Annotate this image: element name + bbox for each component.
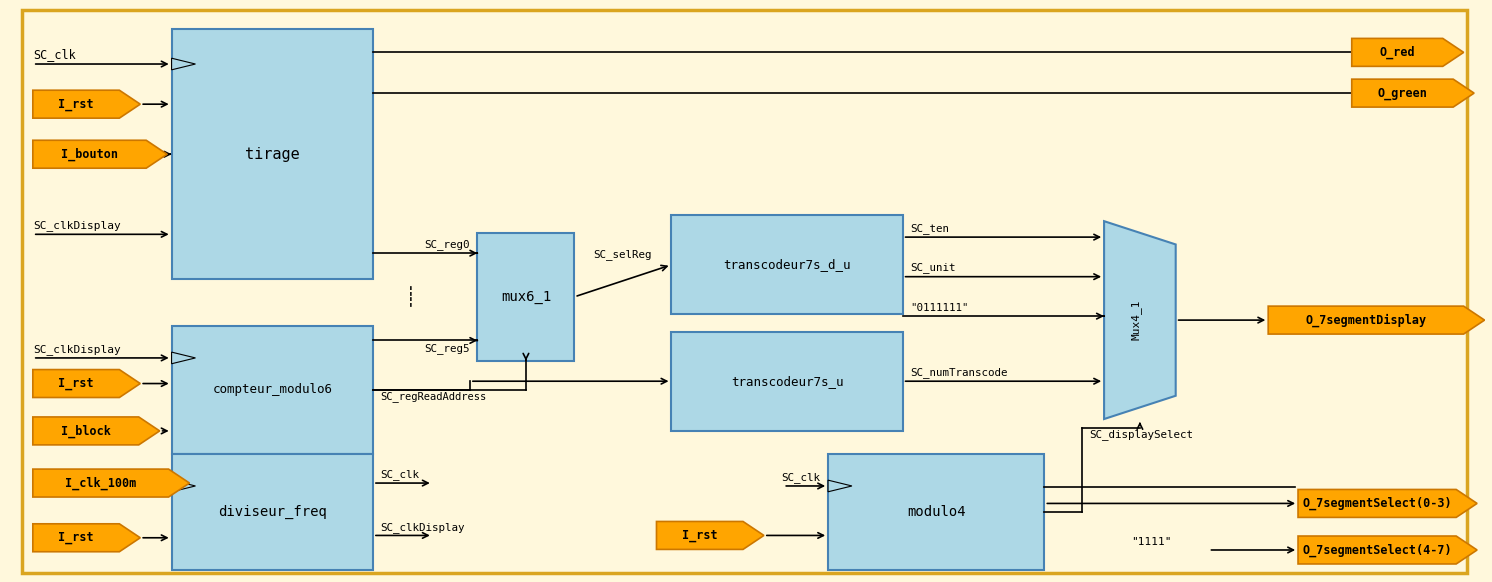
Polygon shape: [33, 370, 140, 398]
Polygon shape: [1352, 38, 1464, 66]
Text: SC_ten: SC_ten: [910, 223, 949, 233]
Text: ┊: ┊: [404, 286, 416, 307]
FancyBboxPatch shape: [172, 326, 373, 454]
Polygon shape: [172, 352, 195, 364]
Text: SC_reg0: SC_reg0: [425, 239, 470, 250]
Text: I_rst: I_rst: [682, 529, 718, 542]
Text: I_block: I_block: [61, 424, 110, 438]
Text: O_red: O_red: [1380, 46, 1414, 59]
Text: I_clk_100m: I_clk_100m: [66, 477, 136, 489]
Text: SC_selReg: SC_selReg: [594, 249, 652, 260]
Polygon shape: [33, 417, 160, 445]
Text: I_rst: I_rst: [58, 377, 94, 390]
Text: SC_clk: SC_clk: [782, 472, 821, 483]
Text: SC_displaySelect: SC_displaySelect: [1089, 430, 1194, 441]
Text: SC_clk: SC_clk: [33, 48, 76, 61]
FancyBboxPatch shape: [22, 10, 1467, 573]
Text: SC_clk: SC_clk: [380, 469, 419, 480]
Text: diviseur_freq: diviseur_freq: [218, 505, 327, 519]
Polygon shape: [33, 90, 140, 118]
Text: SC_clkDisplay: SC_clkDisplay: [380, 521, 466, 533]
Text: SC_reg5: SC_reg5: [425, 343, 470, 354]
Text: O_green: O_green: [1377, 87, 1428, 100]
Polygon shape: [828, 480, 852, 492]
FancyBboxPatch shape: [828, 454, 1044, 570]
Text: Mux4_1: Mux4_1: [1131, 300, 1141, 340]
Text: mux6_1: mux6_1: [501, 290, 551, 304]
Polygon shape: [1298, 536, 1477, 564]
Polygon shape: [33, 524, 140, 552]
Text: O_7segmentSelect(4-7): O_7segmentSelect(4-7): [1303, 544, 1452, 556]
Text: SC_unit: SC_unit: [910, 262, 955, 273]
Polygon shape: [172, 58, 195, 70]
Polygon shape: [1352, 79, 1474, 107]
FancyBboxPatch shape: [477, 233, 574, 361]
Polygon shape: [1298, 489, 1477, 517]
Text: "1111": "1111": [1131, 537, 1171, 547]
Text: SC_clkDisplay: SC_clkDisplay: [33, 344, 121, 355]
Text: O_7segmentDisplay: O_7segmentDisplay: [1306, 313, 1426, 327]
FancyBboxPatch shape: [172, 29, 373, 279]
Text: SC_numTranscode: SC_numTranscode: [910, 367, 1007, 378]
Text: I_rst: I_rst: [58, 98, 94, 111]
Text: SC_regReadAddress: SC_regReadAddress: [380, 391, 486, 402]
Text: SC_clkDisplay: SC_clkDisplay: [33, 221, 121, 232]
Polygon shape: [33, 469, 189, 497]
FancyBboxPatch shape: [172, 454, 373, 570]
Text: "0111111": "0111111": [910, 303, 968, 313]
Polygon shape: [172, 480, 195, 492]
Polygon shape: [1104, 221, 1176, 419]
Polygon shape: [656, 521, 764, 549]
Text: transcodeur7s_u: transcodeur7s_u: [731, 375, 843, 388]
Text: tirage: tirage: [245, 147, 300, 162]
FancyBboxPatch shape: [671, 332, 903, 431]
Text: I_bouton: I_bouton: [61, 148, 118, 161]
Text: modulo4: modulo4: [907, 505, 965, 519]
Text: I_rst: I_rst: [58, 531, 94, 544]
Polygon shape: [1268, 306, 1485, 334]
Polygon shape: [33, 140, 167, 168]
Text: compteur_modulo6: compteur_modulo6: [212, 384, 333, 396]
Text: transcodeur7s_d_u: transcodeur7s_d_u: [724, 258, 850, 271]
FancyBboxPatch shape: [671, 215, 903, 314]
Text: O_7segmentSelect(0-3): O_7segmentSelect(0-3): [1303, 497, 1452, 510]
